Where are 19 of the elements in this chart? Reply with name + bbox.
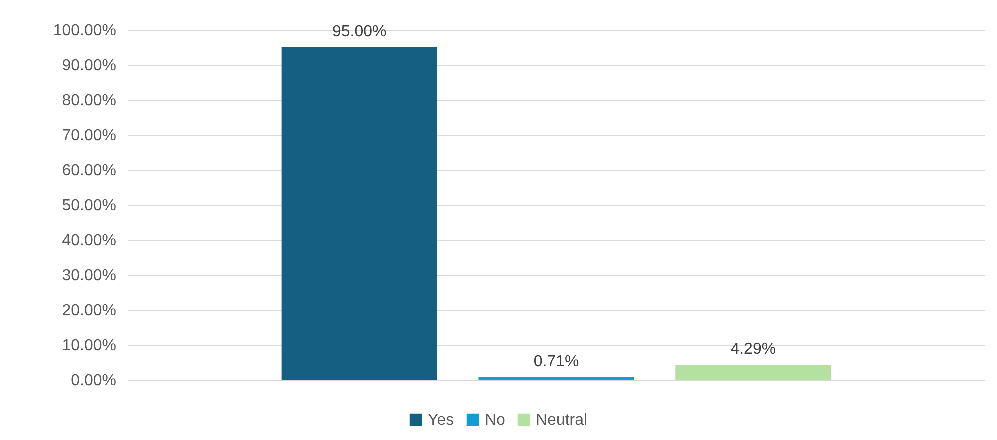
legend-label: Neutral (536, 412, 588, 429)
bar (676, 364, 832, 380)
legend-label: No (485, 412, 506, 429)
y-tick-label: 40.00% (62, 232, 116, 250)
data-label: 95.00% (332, 24, 387, 40)
data-label: 4.29% (730, 340, 776, 358)
y-tick-label: 100.00% (53, 22, 116, 40)
y-tick-label: 70.00% (62, 128, 116, 144)
bar (282, 48, 438, 380)
y-tick-label: 90.00% (62, 58, 116, 74)
y-tick-label: 0.00% (71, 372, 116, 390)
y-tick-label: 50.00% (62, 198, 116, 214)
data-label: 0.71% (534, 354, 580, 371)
y-tick-label: 10.00% (62, 338, 116, 354)
y-tick-label: 30.00% (62, 268, 116, 284)
legend-label: Yes (428, 412, 454, 429)
y-tick-label: 80.00% (62, 92, 116, 110)
y-tick-label: 20.00% (62, 302, 116, 320)
y-tick-label: 60.00% (62, 162, 116, 180)
